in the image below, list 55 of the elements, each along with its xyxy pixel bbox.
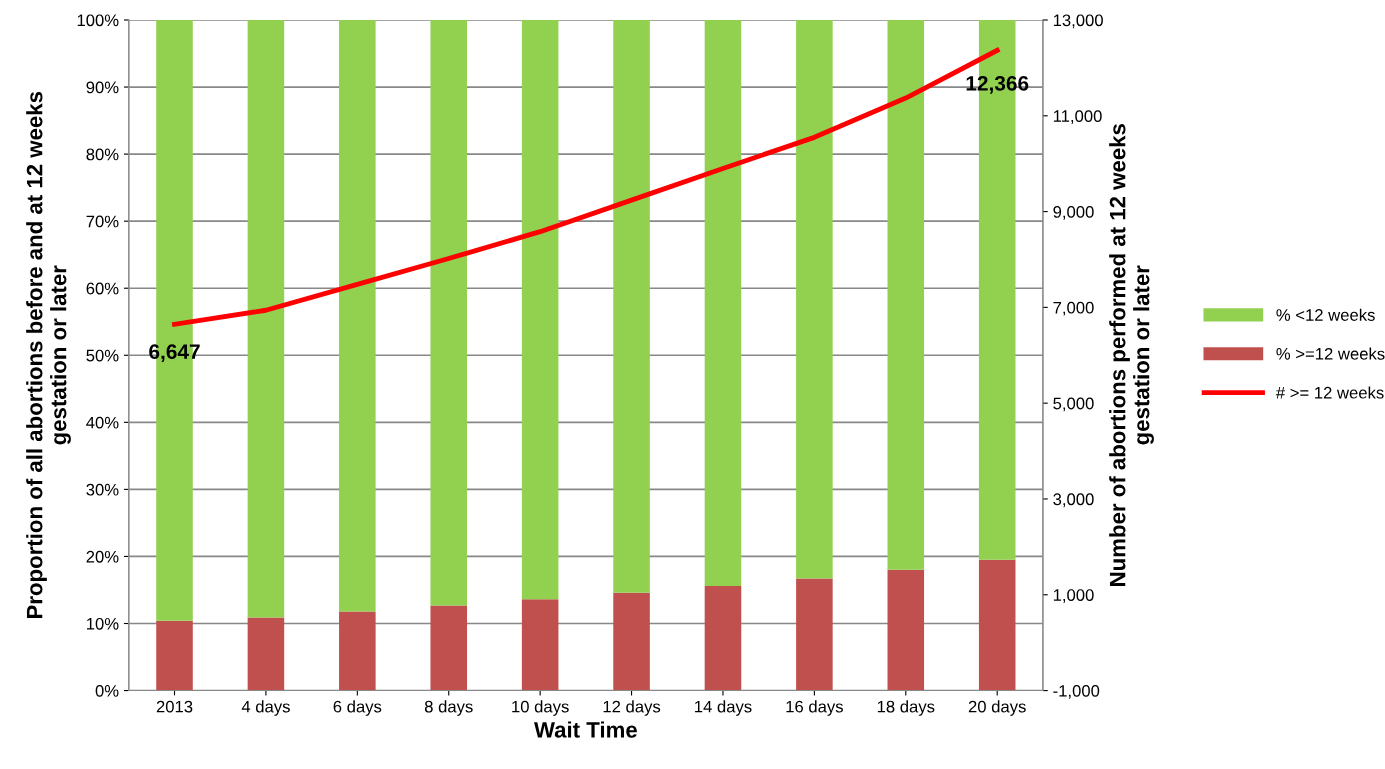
bar: [247, 19, 285, 618]
data-label: 6,647: [149, 344, 200, 363]
x-tick-label: 2013: [156, 700, 193, 713]
bar: [247, 617, 285, 691]
y2-axis-title: Number of abortions performed at 12 weeks gestation or later: [1109, 124, 1154, 586]
bar: [704, 585, 742, 691]
y2-tick-label: 5,000: [1053, 397, 1094, 412]
y-tick-label: 60%: [86, 282, 119, 295]
y-tick-label: 0%: [95, 684, 119, 697]
bar: [339, 611, 376, 691]
x-tick-label: 12 days: [603, 700, 661, 716]
y-tick-label: 40%: [86, 416, 119, 429]
bar: [796, 19, 833, 579]
bar: [339, 19, 376, 612]
bar: [978, 559, 1016, 691]
data-label: 12,366: [966, 75, 1029, 94]
x-tick-label: 10 days: [512, 700, 569, 716]
bar: [521, 19, 559, 600]
bar: [887, 569, 925, 691]
y2-tick-label: 3,000: [1053, 493, 1094, 508]
legend-label: % <12 weeks: [1276, 308, 1375, 321]
bar: [613, 19, 650, 593]
x-tick-label: 6 days: [333, 700, 382, 716]
bar: [430, 19, 468, 606]
y-tick-label: 90%: [86, 81, 119, 94]
legend-label: # >= 12 weeks: [1275, 386, 1384, 399]
y-tick-label: 10%: [87, 617, 119, 630]
bar: [521, 599, 559, 691]
y2-tick-label: -1,000: [1053, 684, 1100, 699]
x-axis-title: Wait Time: [534, 721, 637, 738]
x-tick-label: 14 days: [695, 700, 752, 716]
y-tick-label: 50%: [86, 349, 119, 362]
y2-tick-label: 11,000: [1053, 110, 1102, 124]
x-tick-label: 8 days: [424, 700, 473, 716]
y-tick-label: 100%: [77, 14, 119, 27]
x-tick-label: 20 days: [968, 700, 1026, 716]
y-tick-label: 80%: [86, 148, 119, 161]
bar: [704, 19, 742, 586]
y2-tick-label: 7,000: [1053, 301, 1094, 316]
bar: [156, 620, 193, 691]
y-tick-label: 30%: [86, 483, 119, 496]
x-tick-label: 4 days: [241, 700, 290, 716]
bar: [430, 605, 468, 691]
x-tick-label: 18 days: [877, 700, 935, 716]
bar: [613, 592, 650, 691]
bar: [887, 19, 925, 570]
y2-tick-label: 1,000: [1053, 589, 1094, 603]
y-tick-label: 70%: [86, 215, 119, 228]
y2-tick-label: 13,000: [1053, 14, 1103, 29]
legend-label: % >=12 weeks: [1276, 347, 1385, 360]
bar: [796, 578, 833, 691]
y-axis-title: Proportion of all abortions before and at 12 weeks gestation or later: [26, 91, 71, 619]
y-tick-label: 20%: [86, 550, 119, 563]
x-tick-label: 16 days: [786, 700, 843, 716]
y2-tick-label: 9,000: [1053, 205, 1094, 220]
